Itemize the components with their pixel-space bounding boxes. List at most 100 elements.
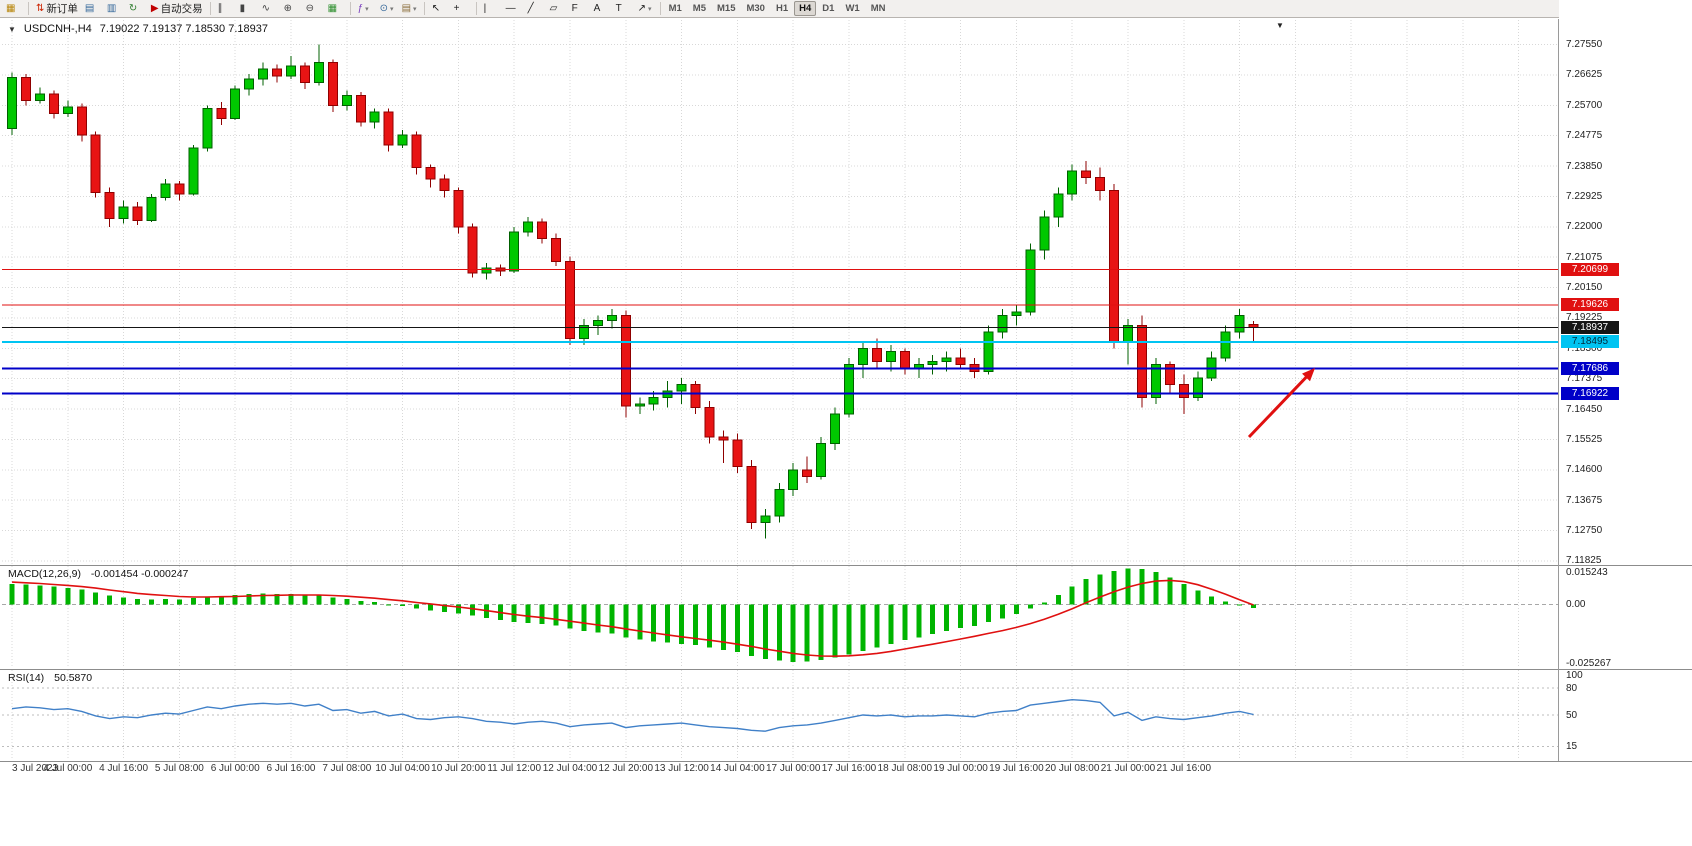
tab-timeframe-w1[interactable]: W1 — [845, 3, 860, 14]
time-axis-label: 4 Jul 00:00 — [43, 763, 93, 774]
price-tag-support-line-blue-upper: 7.17686 — [1561, 361, 1619, 375]
candle — [146, 194, 157, 222]
line-chart-icon[interactable]: ∿ — [261, 2, 270, 14]
macd-histogram-bar — [874, 604, 880, 648]
chart-shift-marker[interactable]: ▼ — [1276, 21, 1284, 30]
candle — [76, 103, 87, 142]
chart-menu-icon[interactable]: ▼ — [8, 24, 16, 34]
tab-timeframe-m1[interactable]: M1 — [668, 3, 682, 14]
macd-histogram-bar — [1181, 584, 1187, 605]
chart-ohlc-display: 7.19022 7.19137 7.18530 7.18937 — [99, 23, 268, 35]
panel-separator[interactable] — [0, 565, 1692, 566]
macd-histogram-bar — [1097, 574, 1103, 605]
macd-panel-canvas[interactable] — [2, 566, 1558, 668]
macd-label: MACD(12,26,9) -0.001454 -0.000247 — [8, 568, 195, 580]
candle — [551, 233, 562, 267]
time-axis-label: 3 Jul 2023 — [12, 763, 59, 774]
macd-histogram-bar — [623, 604, 629, 638]
candle — [327, 59, 338, 112]
time-axis-label: 20 Jul 08:00 — [1044, 763, 1100, 774]
price-tag-support-line-blue-lower: 7.16922 — [1561, 387, 1619, 401]
channel-icon[interactable]: ▱ — [549, 2, 558, 14]
candle — [495, 264, 506, 277]
macd-histogram-bar — [539, 604, 545, 624]
candle — [857, 341, 868, 378]
price-axis-label: 7.25700 — [1566, 99, 1603, 111]
vertical-line-icon[interactable]: | — [483, 2, 487, 14]
macd-histogram-bar — [916, 604, 922, 638]
panel-separator[interactable] — [0, 761, 1692, 762]
macd-histogram-bar — [469, 604, 475, 616]
rsi-panel-canvas[interactable] — [2, 670, 1558, 760]
arrow-annotation[interactable] — [1247, 371, 1312, 439]
candle — [467, 223, 478, 278]
periods-icon[interactable]: ⊙ ▾ — [379, 2, 394, 14]
candle — [411, 131, 422, 175]
autotrading-button[interactable]: ▶ 自动交易 — [150, 2, 203, 16]
tile-windows-icon[interactable]: ▦ — [327, 2, 338, 14]
price-chart-canvas[interactable] — [2, 20, 1558, 565]
indicators-icon[interactable]: ƒ ▾ — [357, 2, 369, 14]
rsi-scale-label: 100 — [1566, 669, 1583, 681]
candle — [955, 348, 966, 369]
time-axis-label: 4 Jul 16:00 — [99, 763, 149, 774]
tab-timeframe-m30[interactable]: M30 — [746, 3, 765, 14]
refresh-icon[interactable]: ↻ — [128, 2, 138, 14]
macd-histogram-bar — [344, 598, 350, 605]
zoom-out-icon[interactable]: ⊖ — [305, 2, 314, 14]
price-scale[interactable]: 7.27550 7.26625 7.25700 7.24775 7.23850 7.229… — [1559, 0, 1692, 846]
candle — [244, 74, 255, 96]
time-axis-label: 11 Jul 12:00 — [487, 763, 542, 774]
tab-timeframe-h4[interactable]: H4 — [794, 1, 817, 16]
arrows-icon[interactable]: ↗ ▾ — [637, 2, 652, 14]
candle — [299, 62, 310, 89]
candle — [132, 202, 143, 226]
time-axis[interactable]: 3 Jul 2023 4 Jul 00:00 4 Jul 16:00 5 Jul 08… — [2, 763, 1558, 779]
macd-histogram-bar — [274, 593, 280, 605]
new-order-button[interactable]: ⇅ 新订单 — [36, 2, 78, 16]
macd-indicator-values: -0.001454 -0.000247 — [90, 568, 189, 580]
tab-timeframe-m5[interactable]: M5 — [692, 3, 706, 14]
text-label-icon[interactable]: T — [615, 2, 622, 14]
candles-chart-icon[interactable]: ▮ — [239, 2, 246, 14]
macd-histogram-bar — [1069, 586, 1075, 605]
templates-icon[interactable]: ▤ ▾ — [401, 2, 417, 14]
candle — [369, 108, 380, 129]
crosshair-icon[interactable]: + — [453, 2, 460, 14]
candle — [341, 90, 352, 111]
macd-histogram-bar — [204, 596, 210, 605]
tab-timeframe-m15[interactable]: M15 — [717, 3, 736, 14]
tab-timeframe-mn[interactable]: MN — [870, 3, 886, 14]
macd-signal-line — [11, 579, 1254, 658]
tab-timeframe-h1[interactable]: H1 — [775, 3, 789, 14]
candle — [983, 325, 994, 375]
panel-separator[interactable] — [0, 669, 1692, 670]
macd-histogram-bar — [441, 604, 447, 612]
candle — [1011, 305, 1022, 326]
trendline-icon[interactable]: ╱ — [527, 2, 534, 14]
price-axis-label: 7.22925 — [1566, 190, 1603, 202]
profiles-icon[interactable]: ▥ — [106, 2, 117, 14]
tab-timeframe-d1[interactable]: D1 — [822, 3, 835, 14]
candle — [509, 226, 520, 273]
candle — [188, 144, 199, 196]
candle — [7, 72, 17, 135]
macd-histogram-bar — [511, 604, 517, 622]
candle — [578, 318, 589, 346]
chart-windows-icon[interactable]: ▤ — [84, 2, 95, 14]
macd-histogram-bar — [999, 604, 1005, 619]
macd-histogram-bar — [1251, 604, 1257, 608]
cursor-icon[interactable]: ↖ — [431, 2, 440, 14]
candle — [355, 92, 366, 127]
macd-histogram-bar — [176, 599, 182, 605]
time-axis-label: 19 Jul 16:00 — [989, 763, 1044, 774]
bars-chart-icon[interactable]: ∥ — [217, 2, 223, 14]
macd-histogram-bar — [302, 595, 308, 605]
text-icon[interactable]: A — [593, 2, 601, 14]
horizontal-line-icon[interactable]: — — [505, 2, 516, 14]
price-axis-label: 7.12750 — [1566, 525, 1603, 537]
candle — [1248, 320, 1259, 341]
fibonacci-icon[interactable]: F — [571, 2, 578, 14]
new-chart-icon[interactable]: ▦ — [6, 2, 16, 14]
zoom-in-icon[interactable]: ⊕ — [283, 2, 292, 14]
